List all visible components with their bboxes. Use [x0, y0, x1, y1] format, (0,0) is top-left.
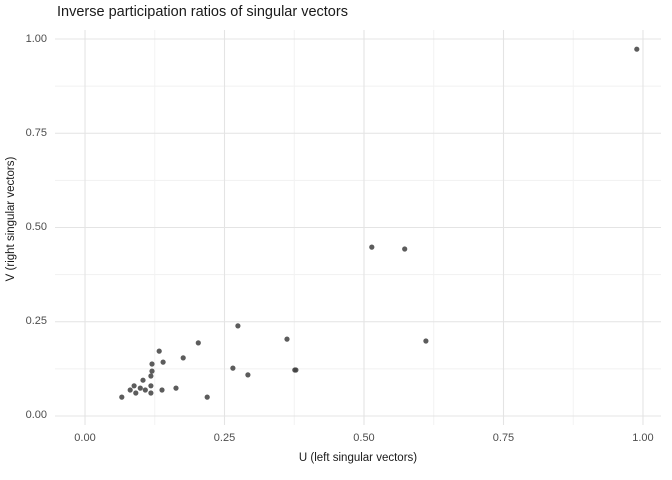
data-point — [284, 336, 290, 342]
data-point — [402, 246, 408, 252]
x-tick-label: 0.00 — [74, 432, 96, 444]
data-point — [423, 338, 429, 344]
data-point — [634, 46, 640, 52]
data-point — [148, 373, 154, 379]
data-point — [204, 394, 210, 400]
plot-panel — [55, 30, 661, 425]
data-point — [140, 377, 146, 383]
x-tick-label: 1.00 — [632, 432, 654, 444]
data-point — [133, 390, 139, 396]
data-point — [160, 359, 166, 365]
data-point — [156, 348, 162, 354]
y-tick-label: 1.00 — [25, 32, 47, 45]
y-tick-label: 0.50 — [25, 221, 47, 233]
data-point — [142, 387, 148, 393]
y-axis-title: V (right singular vectors) — [5, 156, 17, 282]
y-tick-label: 0.00 — [25, 409, 47, 422]
data-point — [137, 385, 143, 391]
data-point — [230, 365, 236, 371]
y-tick-label: 0.75 — [25, 126, 47, 139]
data-point — [127, 387, 133, 393]
data-point — [159, 387, 165, 393]
data-point — [235, 323, 241, 329]
x-tick-label: 0.50 — [353, 432, 375, 444]
data-point — [131, 383, 137, 389]
data-point — [293, 367, 299, 373]
chart-title: Inverse participation ratios of singular… — [57, 4, 348, 20]
x-axis-title: U (left singular vectors) — [298, 452, 418, 464]
data-point — [148, 390, 154, 396]
data-point — [369, 244, 375, 250]
data-point — [245, 372, 251, 378]
x-tick-label: 0.25 — [213, 432, 236, 444]
data-point — [149, 361, 155, 367]
data-point — [173, 385, 179, 391]
y-tick-label: 0.25 — [25, 315, 47, 328]
data-point — [149, 368, 155, 374]
data-point — [148, 383, 154, 389]
x-tick-label: 0.75 — [492, 432, 515, 444]
data-point — [195, 340, 201, 346]
data-point — [119, 394, 125, 400]
data-point — [180, 355, 186, 361]
